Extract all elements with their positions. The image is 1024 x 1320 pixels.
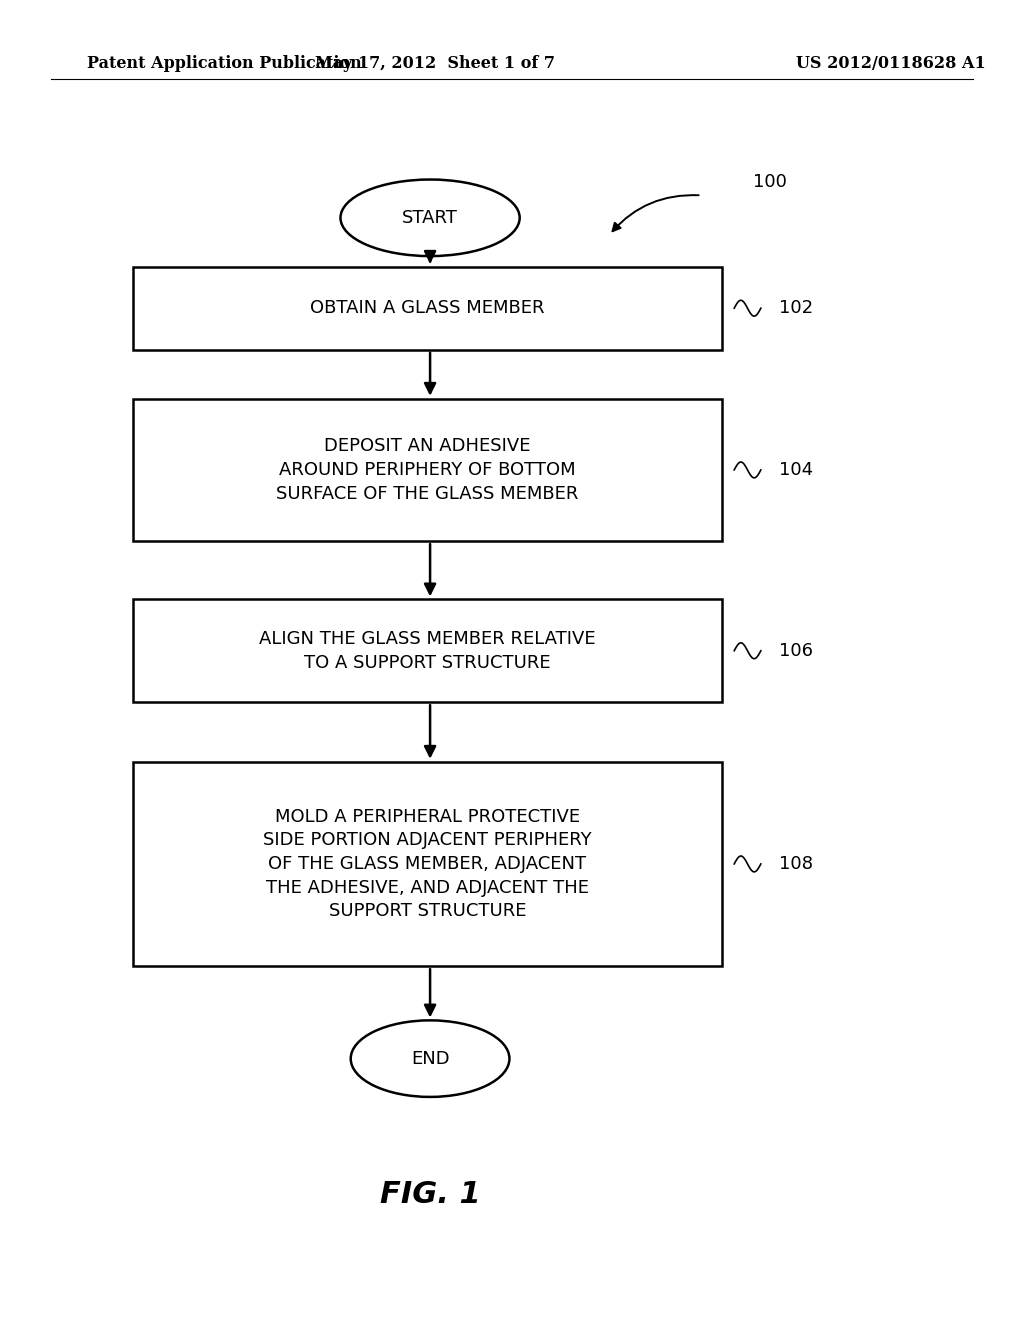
Bar — [133, 399, 722, 541]
Text: May 17, 2012  Sheet 1 of 7: May 17, 2012 Sheet 1 of 7 — [315, 55, 555, 71]
Bar — [133, 599, 722, 702]
Text: 106: 106 — [779, 642, 813, 660]
Text: DEPOSIT AN ADHESIVE
AROUND PERIPHERY OF BOTTOM
SURFACE OF THE GLASS MEMBER: DEPOSIT AN ADHESIVE AROUND PERIPHERY OF … — [276, 437, 579, 503]
Text: 108: 108 — [779, 855, 813, 873]
Text: START: START — [402, 209, 458, 227]
Text: 102: 102 — [779, 300, 813, 317]
Text: 100: 100 — [753, 173, 786, 191]
Text: Patent Application Publication: Patent Application Publication — [87, 55, 361, 71]
Text: OBTAIN A GLASS MEMBER: OBTAIN A GLASS MEMBER — [310, 300, 545, 317]
Text: FIG. 1: FIG. 1 — [380, 1180, 480, 1209]
Text: 104: 104 — [779, 461, 813, 479]
Text: MOLD A PERIPHERAL PROTECTIVE
SIDE PORTION ADJACENT PERIPHERY
OF THE GLASS MEMBER: MOLD A PERIPHERAL PROTECTIVE SIDE PORTIO… — [263, 808, 592, 920]
Text: ALIGN THE GLASS MEMBER RELATIVE
TO A SUPPORT STRUCTURE: ALIGN THE GLASS MEMBER RELATIVE TO A SUP… — [259, 630, 596, 672]
Bar — [133, 267, 722, 350]
Text: US 2012/0118628 A1: US 2012/0118628 A1 — [796, 55, 986, 71]
Bar — [133, 762, 722, 966]
Text: END: END — [411, 1049, 450, 1068]
